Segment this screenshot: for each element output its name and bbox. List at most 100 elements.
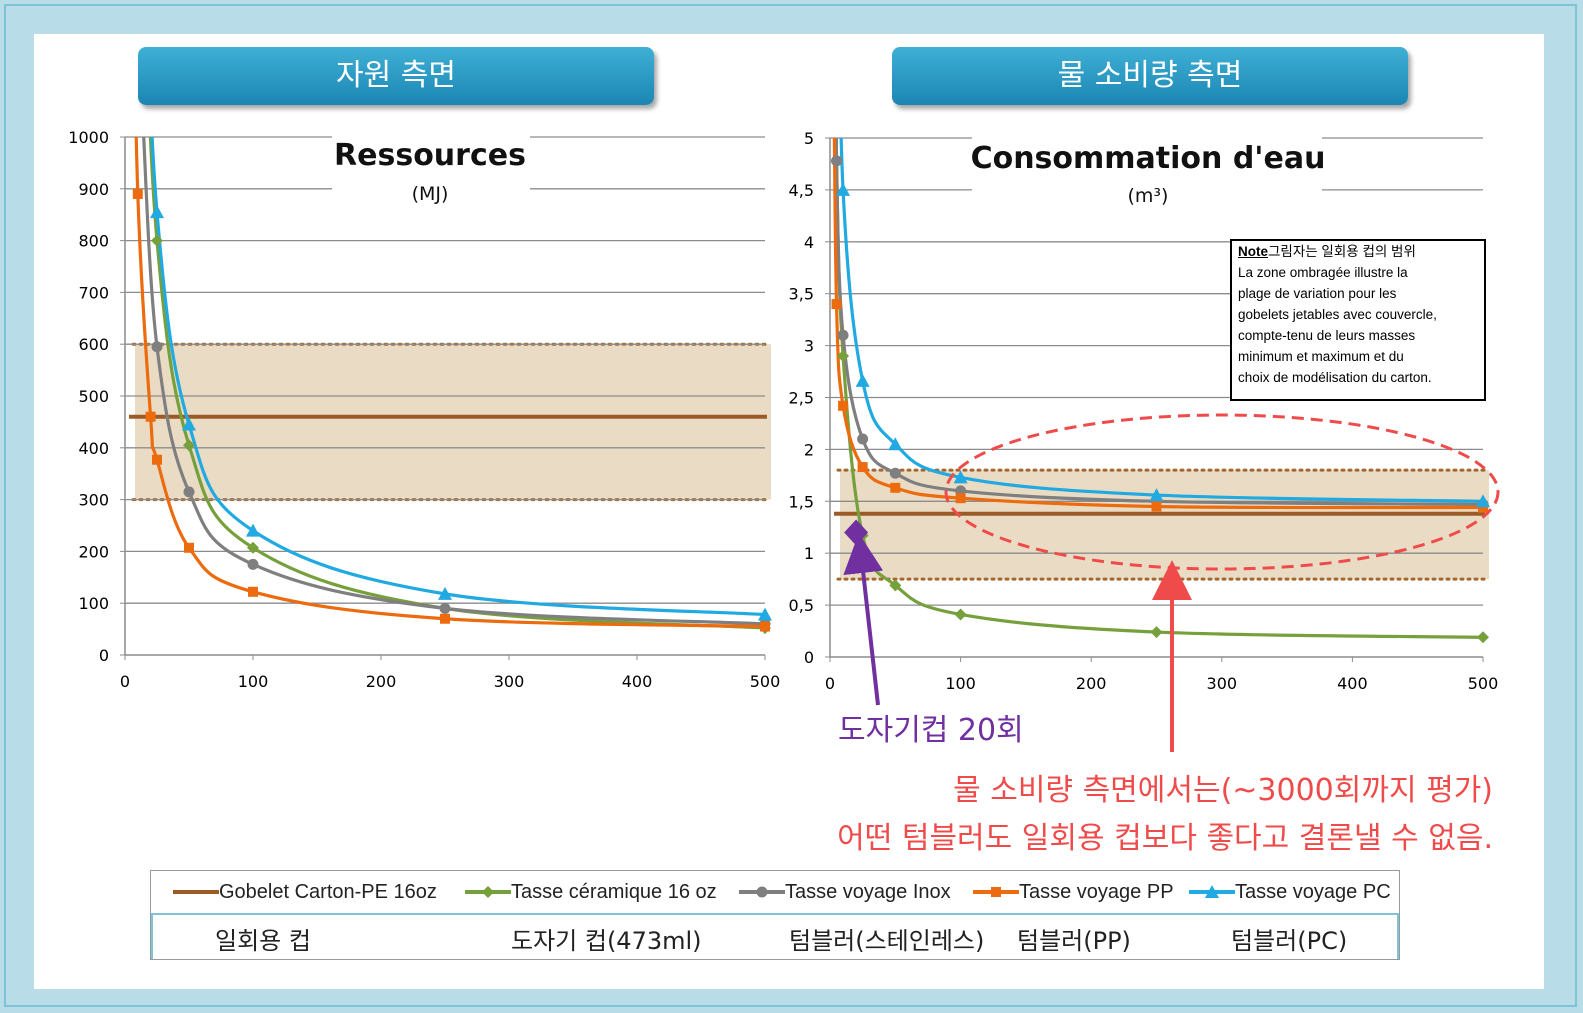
data-point xyxy=(145,411,156,422)
arrow-ceramic xyxy=(843,533,884,706)
data-point xyxy=(857,462,868,473)
series-line xyxy=(134,137,766,629)
note-line: plage de variation pour les xyxy=(1238,286,1397,301)
data-point xyxy=(248,586,258,597)
note-line: gobelets jetables avec couvercle, xyxy=(1238,307,1437,322)
note-line: choix de modélisation du carton. xyxy=(1238,370,1432,385)
highlight-ellipse xyxy=(944,413,1500,571)
legend-kr-pp: 텀블러(PP) xyxy=(1017,927,1131,955)
x-tick-label: 400 xyxy=(1337,674,1368,693)
legend-kr-ceramic: 도자기 컵(473ml) xyxy=(511,927,702,955)
data-point xyxy=(1478,502,1488,513)
note-box: Note그림자는 일회용 컵의 범위 La zone ombragée illu… xyxy=(1230,239,1486,401)
y-tick-label: 5 xyxy=(804,129,814,148)
legend-label: Tasse voyage PP xyxy=(1019,880,1174,903)
legend-kr-pc: 텀블러(PC) xyxy=(1231,927,1348,955)
y-tick-label: 1 xyxy=(804,544,814,563)
y-tick-label: 2 xyxy=(804,440,814,459)
data-point xyxy=(246,523,260,537)
y-tick-label: 900 xyxy=(78,180,109,199)
series-group xyxy=(134,137,766,630)
data-point xyxy=(1476,494,1490,508)
series-line xyxy=(832,138,1484,510)
data-point xyxy=(836,182,851,196)
data-point xyxy=(837,349,850,362)
legend-item-inox: Tasse voyage Inox xyxy=(739,879,951,905)
chart-title: Consommation d'eau xyxy=(971,141,1326,176)
legend-item-carton: Gobelet Carton-PE 16oz xyxy=(173,879,437,905)
data-point xyxy=(955,493,966,504)
y-tick-label: 3 xyxy=(804,337,814,356)
data-point xyxy=(889,579,902,592)
legend-item-pc: Tasse voyage PC xyxy=(1189,879,1391,905)
data-point xyxy=(1477,631,1489,644)
legend-label: Tasse voyage Inox xyxy=(785,880,951,903)
x-tick-label: 100 xyxy=(238,672,269,691)
series-line xyxy=(148,137,766,630)
legend-label: Tasse voyage PC xyxy=(1235,880,1391,903)
data-point xyxy=(758,607,772,621)
header-resources: 자원 측면 xyxy=(138,47,654,105)
chart-resources: 0 100 200 300 400 500 600 700 800 900 1000 0 100 200 3… xyxy=(68,128,780,691)
y-tick-label: 400 xyxy=(78,439,109,458)
legend-item-pp: Tasse voyage PP xyxy=(973,879,1174,905)
data-point xyxy=(183,486,195,498)
data-point xyxy=(855,373,870,387)
data-point xyxy=(439,602,451,614)
y-tick-label: 1,5 xyxy=(789,492,814,511)
legend-row-kr: 일회용 컵 도자기 컵(473ml) 텀블러(스테인레스) 텀블러(PP) 텀블… xyxy=(151,915,1399,959)
x-tick-label: 400 xyxy=(622,672,653,691)
chart-title: Ressources xyxy=(334,138,526,173)
annotation-layer xyxy=(843,413,1500,752)
y-tick-label: 4 xyxy=(804,233,814,252)
data-point xyxy=(1151,501,1162,512)
note-line: minimum et maximum et du xyxy=(1238,349,1404,364)
annotation-water-line1: 물 소비량 측면에서는(~3000회까지 평가) xyxy=(953,773,1493,808)
data-point xyxy=(890,482,901,493)
chart-subtitle: (m³) xyxy=(1128,185,1169,207)
data-point xyxy=(838,400,849,411)
legend-row-fr: Gobelet Carton-PE 16oz Tasse céramique 1… xyxy=(151,871,1399,915)
data-point xyxy=(182,417,196,431)
data-point xyxy=(247,558,259,570)
x-tick-label: 0 xyxy=(120,672,130,691)
y-tick-label: 4,5 xyxy=(789,181,814,200)
legend-label: Gobelet Carton-PE 16oz xyxy=(219,880,437,903)
data-point xyxy=(857,433,869,445)
data-point xyxy=(184,542,194,553)
shade-region xyxy=(135,344,771,500)
data-point xyxy=(440,613,450,624)
note-label: Note xyxy=(1238,244,1268,259)
y-tick-label: 0 xyxy=(804,648,814,667)
data-point xyxy=(831,299,842,310)
y-tick-label: 700 xyxy=(78,283,109,302)
legend-kr-inox: 텀블러(스테인레스) xyxy=(789,927,985,955)
y-tick-label: 1000 xyxy=(68,128,109,147)
series-line xyxy=(142,137,766,626)
data-point xyxy=(954,608,967,621)
data-point xyxy=(760,621,770,632)
data-point xyxy=(953,470,968,484)
legend-item-ceramic: Tasse céramique 16 oz xyxy=(465,879,717,905)
data-point xyxy=(831,155,843,167)
title-background xyxy=(972,135,1322,195)
y-tick-label: 500 xyxy=(78,387,109,406)
data-point xyxy=(1149,488,1164,502)
annotation-water-line2: 어떤 텀블러도 일회용 컵보다 좋다고 결론낼 수 없음. xyxy=(837,821,1493,856)
legend-kr-carton: 일회용 컵 xyxy=(215,927,311,955)
y-tick-label: 0 xyxy=(99,646,109,665)
data-point xyxy=(438,586,452,600)
title-background xyxy=(332,130,530,190)
legend-swatch-ceramic xyxy=(465,886,511,898)
x-tick-label: 200 xyxy=(366,672,397,691)
y-tick-label: 2,5 xyxy=(789,389,814,408)
x-tick-label: 200 xyxy=(1076,674,1107,693)
y-tick-label: 0,5 xyxy=(789,596,814,615)
legend-swatch-carton xyxy=(173,890,219,894)
legend-swatch-pp xyxy=(973,887,1019,897)
x-tick-label: 500 xyxy=(1468,674,1499,693)
series-line xyxy=(150,137,766,617)
y-tick-label: 600 xyxy=(78,335,109,354)
data-point xyxy=(132,188,143,199)
